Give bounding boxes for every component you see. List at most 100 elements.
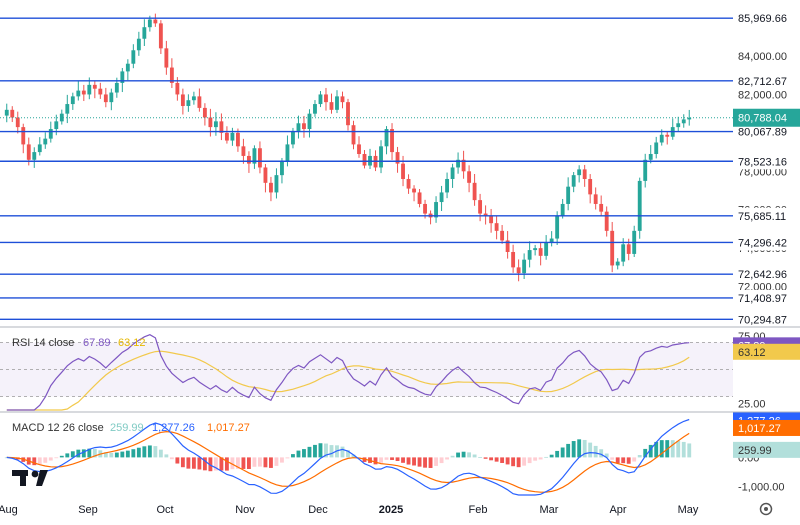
macd-hist-bar bbox=[147, 445, 152, 458]
candle bbox=[109, 88, 114, 111]
candle bbox=[472, 173, 477, 206]
candle bbox=[258, 141, 262, 174]
macd-hist-bar bbox=[274, 457, 279, 466]
macd-title: MACD 12 26 close bbox=[12, 422, 104, 434]
candle bbox=[313, 100, 317, 117]
macd-hist-bar bbox=[103, 452, 108, 458]
candle bbox=[81, 84, 86, 102]
macd-hist-bar bbox=[252, 457, 257, 467]
macd-hist-bar bbox=[81, 449, 86, 458]
svg-text:259.99: 259.99 bbox=[738, 445, 772, 457]
time-tick-label: 2025 bbox=[379, 504, 403, 516]
macd-hist-bar bbox=[296, 450, 301, 458]
candle bbox=[489, 208, 494, 233]
candle bbox=[153, 13, 158, 27]
macd-hist-bar bbox=[406, 457, 411, 465]
candle bbox=[180, 88, 185, 115]
svg-text:72,642.96: 72,642.96 bbox=[738, 269, 787, 281]
macd-hist-bar bbox=[483, 457, 488, 459]
macd-hist-value-label: 259.99 bbox=[110, 422, 144, 434]
candle bbox=[202, 103, 207, 126]
candle bbox=[505, 231, 510, 259]
macd-hist-bar bbox=[582, 439, 587, 458]
settings-gear-icon[interactable] bbox=[759, 502, 773, 516]
macd-hist-bar bbox=[186, 457, 191, 469]
svg-text:63.12: 63.12 bbox=[738, 347, 766, 359]
price-pane[interactable]: 84,000.0082,000.0078,000.0076,000.0074,0… bbox=[0, 10, 800, 328]
macd-hist-bar bbox=[401, 457, 405, 463]
macd-hist-bar bbox=[269, 457, 273, 468]
rsi-value-label: 67.89 bbox=[83, 337, 111, 349]
candle bbox=[384, 126, 389, 155]
macd-hist-bar bbox=[632, 457, 637, 462]
candle bbox=[142, 19, 147, 47]
time-tick-label: May bbox=[678, 504, 699, 516]
macd-hist-bar bbox=[626, 457, 631, 464]
macd-signal-badge: 1,017.27 bbox=[733, 419, 800, 436]
candle bbox=[379, 140, 383, 174]
macd-hist-bar bbox=[235, 457, 240, 469]
candle bbox=[615, 258, 620, 270]
candle bbox=[324, 87, 328, 111]
candle bbox=[604, 206, 609, 237]
macd-hist-bar bbox=[241, 457, 246, 469]
time-tick-label: Feb bbox=[469, 504, 488, 516]
macd-hist-bar bbox=[131, 449, 136, 458]
macd-hist-bar bbox=[428, 457, 433, 468]
macd-hist-bar bbox=[32, 457, 37, 466]
candle bbox=[362, 150, 367, 169]
candle bbox=[395, 146, 400, 173]
candle bbox=[318, 91, 323, 108]
macd-hist-bar bbox=[434, 457, 438, 466]
macd-hist-bar bbox=[599, 449, 604, 458]
macd-hist-bar bbox=[412, 457, 416, 466]
candle bbox=[676, 116, 681, 132]
candle bbox=[186, 94, 191, 112]
macd-tick-label: -1,000.00 bbox=[738, 481, 784, 493]
price-tick-label: 84,000.00 bbox=[738, 51, 787, 63]
candle bbox=[274, 168, 279, 199]
candle bbox=[32, 147, 37, 168]
rsi-ma-value-label: 63.12 bbox=[118, 337, 146, 349]
level-price-label: 78,523.16 bbox=[733, 153, 800, 170]
macd-signal-line bbox=[6, 430, 690, 493]
candle bbox=[461, 150, 466, 179]
candle bbox=[555, 211, 560, 245]
candle bbox=[21, 123, 26, 154]
candle bbox=[467, 165, 472, 193]
candle bbox=[593, 187, 598, 210]
time-tick-label: Dec bbox=[308, 504, 328, 516]
candle bbox=[577, 165, 582, 183]
svg-text:75,685.11: 75,685.11 bbox=[738, 211, 786, 223]
candle bbox=[648, 145, 653, 164]
macd-hist-bar bbox=[555, 450, 560, 458]
macd-hist-bar bbox=[549, 454, 554, 458]
candle bbox=[169, 58, 174, 88]
macd-hist-bar bbox=[610, 457, 615, 460]
last-price-badge: 80,788.04 bbox=[733, 108, 800, 127]
level-price-label: 75,685.11 bbox=[733, 207, 800, 224]
macd-hist-bar bbox=[136, 447, 141, 458]
macd-hist-bar bbox=[307, 446, 312, 458]
candle bbox=[406, 174, 411, 194]
macd-hist-bar bbox=[230, 457, 235, 470]
candle bbox=[247, 151, 251, 173]
tradingview-logo-icon bbox=[12, 470, 48, 486]
macd-hist-bar bbox=[329, 445, 334, 458]
level-price-label: 72,642.96 bbox=[733, 266, 800, 283]
macd-hist-bar bbox=[544, 456, 549, 458]
macd-hist-bar bbox=[423, 457, 427, 468]
candle bbox=[445, 172, 449, 199]
macd-hist-bar bbox=[681, 441, 686, 458]
candle bbox=[224, 126, 229, 144]
candle bbox=[92, 80, 97, 99]
candle bbox=[10, 106, 15, 123]
macd-hist-bar bbox=[291, 454, 295, 458]
candle bbox=[59, 109, 64, 125]
time-axis[interactable]: Aug Sep Oct Nov Dec 2025 Feb Mar Apr May bbox=[0, 504, 699, 516]
time-tick-label: Sep bbox=[78, 504, 98, 516]
macd-hist-bar bbox=[318, 443, 323, 458]
macd-hist-bar bbox=[615, 457, 620, 464]
